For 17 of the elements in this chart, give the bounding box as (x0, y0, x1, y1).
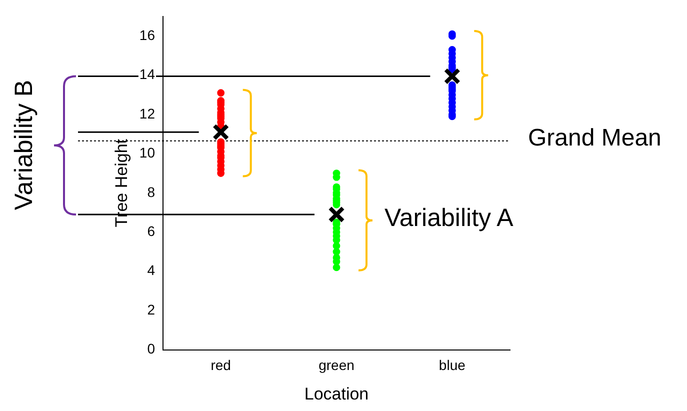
x-tick-label: green (318, 357, 354, 374)
text: Variability B (9, 80, 39, 210)
y-tick-label: 6 (147, 222, 156, 239)
annotation: Variability A (384, 203, 514, 234)
y-tick-label: 12 (139, 105, 156, 122)
y-tick-label: 16 (139, 26, 156, 43)
x-tick-label: red (210, 357, 231, 374)
y-tick-label: 2 (147, 301, 156, 318)
y-tick-label: 0 (147, 340, 156, 357)
y-axis-title: Tree Height (112, 138, 131, 228)
y-tick-label: 10 (139, 144, 156, 161)
ref-line-label: Grand Mean (528, 124, 662, 152)
y-tick-label: 4 (147, 262, 156, 278)
y-tick-label: 14 (139, 66, 156, 82)
y-tick-label: 8 (147, 184, 156, 200)
x-tick-label: blue (438, 357, 466, 374)
x-axis-title: Location (304, 384, 369, 404)
